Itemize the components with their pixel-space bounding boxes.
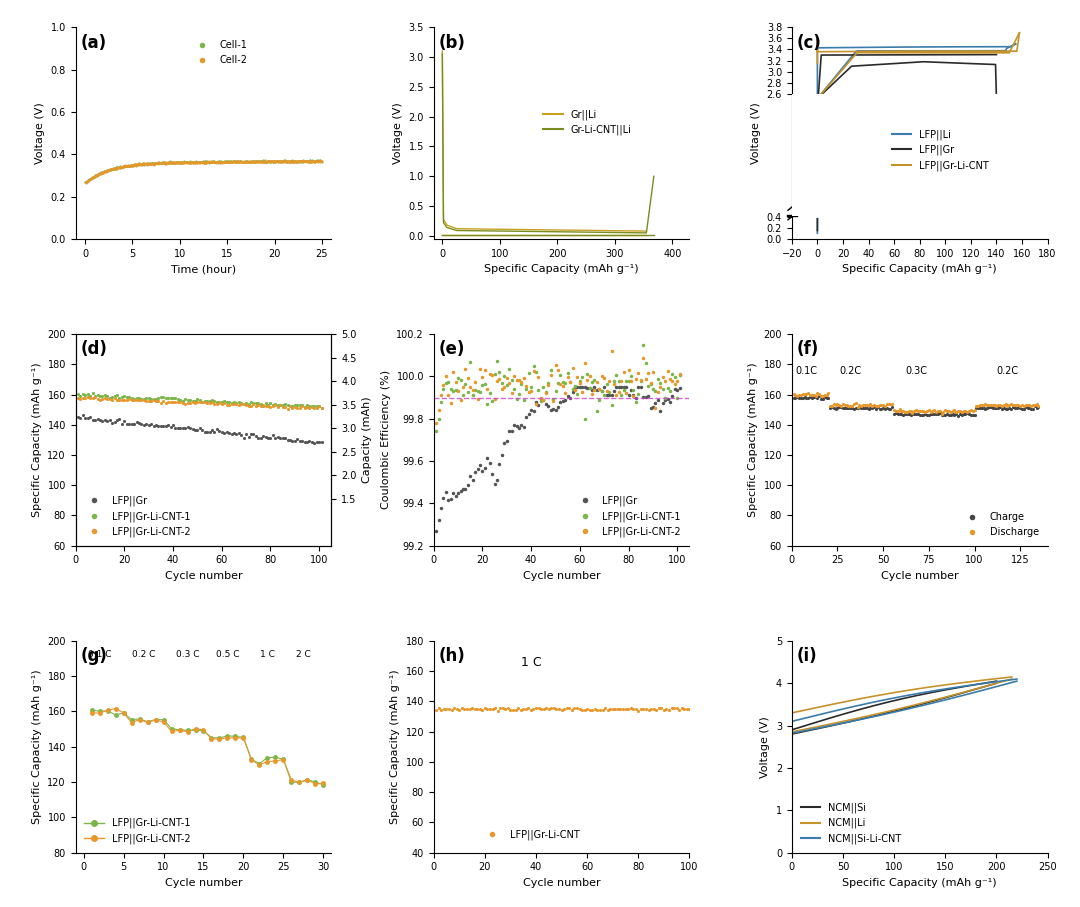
- Text: 0.1 C: 0.1 C: [87, 649, 111, 658]
- Y-axis label: Voltage (V): Voltage (V): [35, 102, 45, 164]
- Bar: [792, 94, 1048, 216]
- X-axis label: Specific Capacity (mAh g⁻¹): Specific Capacity (mAh g⁻¹): [842, 878, 997, 888]
- Y-axis label: Voltage (V): Voltage (V): [760, 716, 770, 777]
- X-axis label: Cycle number: Cycle number: [523, 571, 600, 581]
- Text: (d): (d): [81, 340, 108, 358]
- Text: 0.2C: 0.2C: [839, 366, 862, 376]
- X-axis label: Time (hour): Time (hour): [171, 264, 237, 274]
- Y-axis label: Specific Capacity (mAh g⁻¹): Specific Capacity (mAh g⁻¹): [748, 363, 758, 517]
- X-axis label: Cycle number: Cycle number: [164, 571, 242, 581]
- Legend: LFP||Gr-Li-CNT-1, LFP||Gr-Li-CNT-2: LFP||Gr-Li-CNT-1, LFP||Gr-Li-CNT-2: [81, 814, 194, 848]
- Legend: LFP||Li, LFP||Gr, LFP||Gr-Li-CNT: LFP||Li, LFP||Gr, LFP||Gr-Li-CNT: [888, 125, 993, 174]
- X-axis label: Cycle number: Cycle number: [164, 878, 242, 888]
- Legend: Cell-1, Cell-2: Cell-1, Cell-2: [188, 36, 251, 69]
- Text: (g): (g): [81, 648, 108, 666]
- Legend: NCM||Si, NCM||Li, NCM||Si-Li-CNT: NCM||Si, NCM||Li, NCM||Si-Li-CNT: [797, 799, 905, 848]
- Y-axis label: Specific Capacity (mAh g⁻¹): Specific Capacity (mAh g⁻¹): [31, 363, 42, 517]
- Text: (b): (b): [438, 34, 465, 52]
- Text: 0.3C: 0.3C: [905, 366, 927, 376]
- Legend: LFP||Gr, LFP||Gr-Li-CNT-1, LFP||Gr-Li-CNT-2: LFP||Gr, LFP||Gr-Li-CNT-1, LFP||Gr-Li-CN…: [571, 492, 685, 541]
- Y-axis label: Voltage (V): Voltage (V): [752, 102, 761, 164]
- Text: (h): (h): [438, 648, 465, 666]
- Text: (e): (e): [438, 340, 465, 358]
- Text: 0.1C: 0.1C: [796, 366, 818, 376]
- Text: (c): (c): [797, 34, 822, 52]
- X-axis label: Cycle number: Cycle number: [523, 878, 600, 888]
- Y-axis label: Specific Capacity (mAh g⁻¹): Specific Capacity (mAh g⁻¹): [390, 669, 400, 824]
- Legend: LFP||Gr, LFP||Gr-Li-CNT-1, LFP||Gr-Li-CNT-2: LFP||Gr, LFP||Gr-Li-CNT-1, LFP||Gr-Li-CN…: [81, 492, 194, 541]
- Y-axis label: Voltage (V): Voltage (V): [393, 102, 403, 164]
- Text: 0.2C: 0.2C: [997, 366, 1018, 376]
- Y-axis label: Specific Capacity (mAh g⁻¹): Specific Capacity (mAh g⁻¹): [31, 669, 42, 824]
- Text: 0.5 C: 0.5 C: [216, 649, 240, 658]
- Text: 0.2 C: 0.2 C: [132, 649, 156, 658]
- X-axis label: Specific Capacity (mAh g⁻¹): Specific Capacity (mAh g⁻¹): [842, 264, 997, 274]
- X-axis label: Cycle number: Cycle number: [881, 571, 959, 581]
- Text: (i): (i): [797, 648, 818, 666]
- X-axis label: Specific Capacity (mAh g⁻¹): Specific Capacity (mAh g⁻¹): [484, 264, 639, 274]
- Text: (a): (a): [81, 34, 107, 52]
- Y-axis label: Capacity (mAh): Capacity (mAh): [362, 396, 373, 483]
- Text: 0.3 C: 0.3 C: [176, 649, 199, 658]
- Text: 1 C: 1 C: [260, 649, 275, 658]
- Text: (f): (f): [797, 340, 819, 358]
- Legend: Charge, Discharge: Charge, Discharge: [959, 508, 1042, 541]
- Text: 1 C: 1 C: [521, 657, 541, 669]
- Text: 2 C: 2 C: [296, 649, 311, 658]
- Legend: LFP||Gr-Li-CNT: LFP||Gr-Li-CNT: [478, 825, 583, 844]
- Y-axis label: Coulombic Efficiency (%): Coulombic Efficiency (%): [381, 370, 391, 510]
- Legend: Gr||Li, Gr-Li-CNT||Li: Gr||Li, Gr-Li-CNT||Li: [539, 105, 635, 140]
